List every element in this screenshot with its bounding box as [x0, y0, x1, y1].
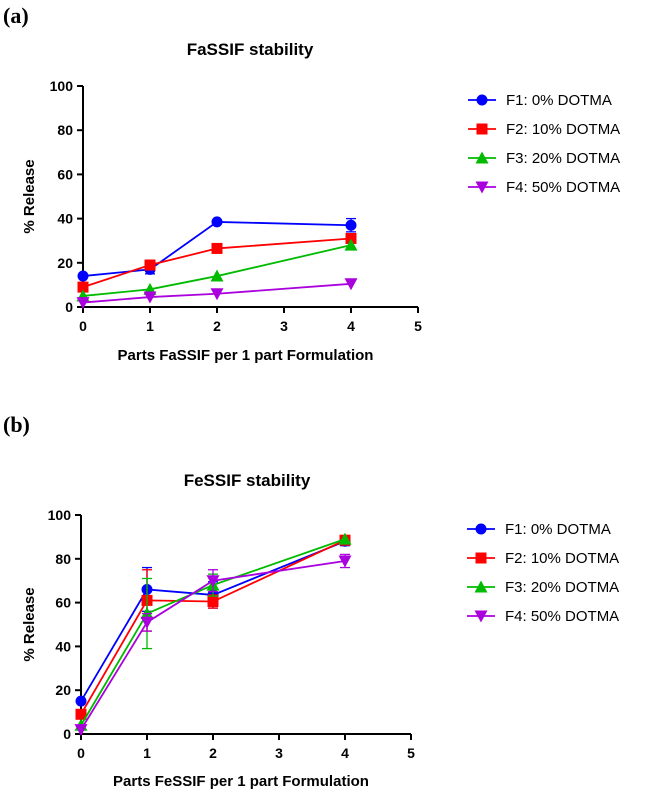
series-f2-10-dotma — [77, 232, 357, 293]
panel-label-a: (a) — [3, 3, 29, 28]
data-point — [210, 269, 224, 282]
x-tick-label: 3 — [280, 318, 288, 334]
data-point — [144, 259, 156, 271]
series-line — [82, 237, 352, 288]
y-tick-label: 20 — [57, 255, 73, 271]
legend-label: F1: 0% DOTMA — [505, 521, 611, 538]
data-point — [210, 288, 224, 301]
legend-item-f4-50-dotma: F4: 50% DOTMA — [467, 608, 619, 625]
series-f3-20-dotma — [74, 532, 352, 731]
series-line — [82, 244, 352, 297]
data-point — [344, 238, 358, 251]
legend-label: F4: 50% DOTMA — [505, 608, 619, 625]
legend-marker — [476, 123, 488, 135]
legend-label: F2: 10% DOTMA — [505, 550, 619, 567]
x-tick-label: 3 — [275, 745, 283, 761]
data-point — [140, 616, 154, 629]
x-tick-label: 2 — [213, 318, 221, 334]
x-tick-label: 0 — [79, 318, 87, 334]
data-point — [206, 575, 220, 588]
legend-marker — [474, 580, 488, 593]
y-tick-label: 80 — [57, 122, 73, 138]
legend-marker — [476, 94, 488, 106]
x-tick-label: 1 — [143, 745, 151, 761]
y-tick-label: 60 — [55, 595, 71, 611]
x-tick-label: 5 — [407, 745, 415, 761]
data-point — [75, 695, 87, 707]
chart-title: FeSSIF stability — [184, 471, 311, 490]
legend-marker — [475, 151, 489, 164]
panel-label-b: (b) — [3, 412, 30, 437]
data-point — [344, 278, 358, 291]
y-tick-label: 60 — [57, 166, 73, 182]
y-tick-label: 100 — [50, 78, 74, 94]
series-line — [80, 538, 346, 726]
legend-item-f2-10-dotma: F2: 10% DOTMA — [467, 550, 619, 567]
legend-item-f1-0-dotma: F1: 0% DOTMA — [467, 521, 611, 538]
data-point — [345, 232, 357, 244]
legend-item-f2-10-dotma: F2: 10% DOTMA — [468, 121, 620, 138]
x-tick-label: 2 — [209, 745, 217, 761]
data-point — [211, 242, 223, 254]
legend-item-f4-50-dotma: F4: 50% DOTMA — [468, 179, 620, 196]
chart-fessif-stability: FeSSIF stability Parts FeSSIF per 1 part … — [21, 471, 619, 790]
x-tick-label: 5 — [414, 318, 422, 334]
legend-marker — [474, 610, 488, 623]
x-axis-label: Parts FeSSIF per 1 part Formulation — [113, 773, 369, 790]
y-axis-label: % Release — [21, 159, 38, 233]
data-point — [338, 555, 352, 568]
y-axis-label: % Release — [21, 587, 38, 661]
legend-label: F4: 50% DOTMA — [506, 179, 620, 196]
x-axis-label: Parts FaSSIF per 1 part Formulation — [118, 347, 374, 364]
data-point — [76, 297, 90, 310]
data-point — [345, 219, 357, 231]
data-point — [74, 724, 88, 737]
x-tick-label: 0 — [77, 745, 85, 761]
y-tick-label: 0 — [63, 726, 71, 742]
data-point — [207, 596, 219, 608]
legend-label: F3: 20% DOTMA — [505, 579, 619, 596]
legend-item-f3-20-dotma: F3: 20% DOTMA — [467, 579, 619, 596]
legend-marker — [475, 523, 487, 535]
legend-marker — [475, 552, 487, 564]
series-f2-10-dotma — [75, 534, 351, 720]
series-f4-50-dotma — [76, 278, 358, 310]
legend-marker — [475, 181, 489, 194]
x-tick-label: 1 — [146, 318, 154, 334]
chart-title: FaSSIF stability — [187, 40, 314, 59]
series-f1-0-dotma — [75, 535, 351, 707]
data-point — [77, 270, 89, 282]
series-line — [82, 221, 352, 277]
y-tick-label: 0 — [65, 299, 73, 315]
legend-label: F3: 20% DOTMA — [506, 150, 620, 167]
chart-fassif-stability: FaSSIF stability Parts FaSSIF per 1 part … — [21, 40, 620, 364]
y-tick-label: 100 — [48, 507, 72, 523]
y-tick-label: 40 — [55, 638, 71, 654]
series-line — [82, 282, 352, 304]
series-f4-50-dotma — [74, 553, 352, 737]
y-tick-label: 20 — [55, 682, 71, 698]
legend-label: F2: 10% DOTMA — [506, 121, 620, 138]
data-point — [211, 216, 223, 228]
data-point — [77, 281, 89, 293]
y-tick-label: 40 — [57, 211, 73, 227]
x-tick-label: 4 — [341, 745, 349, 761]
series-line — [80, 540, 346, 702]
legend-item-f1-0-dotma: F1: 0% DOTMA — [468, 92, 612, 109]
legend-item-f3-20-dotma: F3: 20% DOTMA — [468, 150, 620, 167]
data-point — [338, 532, 352, 545]
x-tick-label: 4 — [347, 318, 355, 334]
legend-label: F1: 0% DOTMA — [506, 92, 612, 109]
y-tick-label: 80 — [55, 551, 71, 567]
data-point — [75, 708, 87, 720]
series-line — [80, 560, 346, 731]
data-point — [143, 291, 157, 304]
